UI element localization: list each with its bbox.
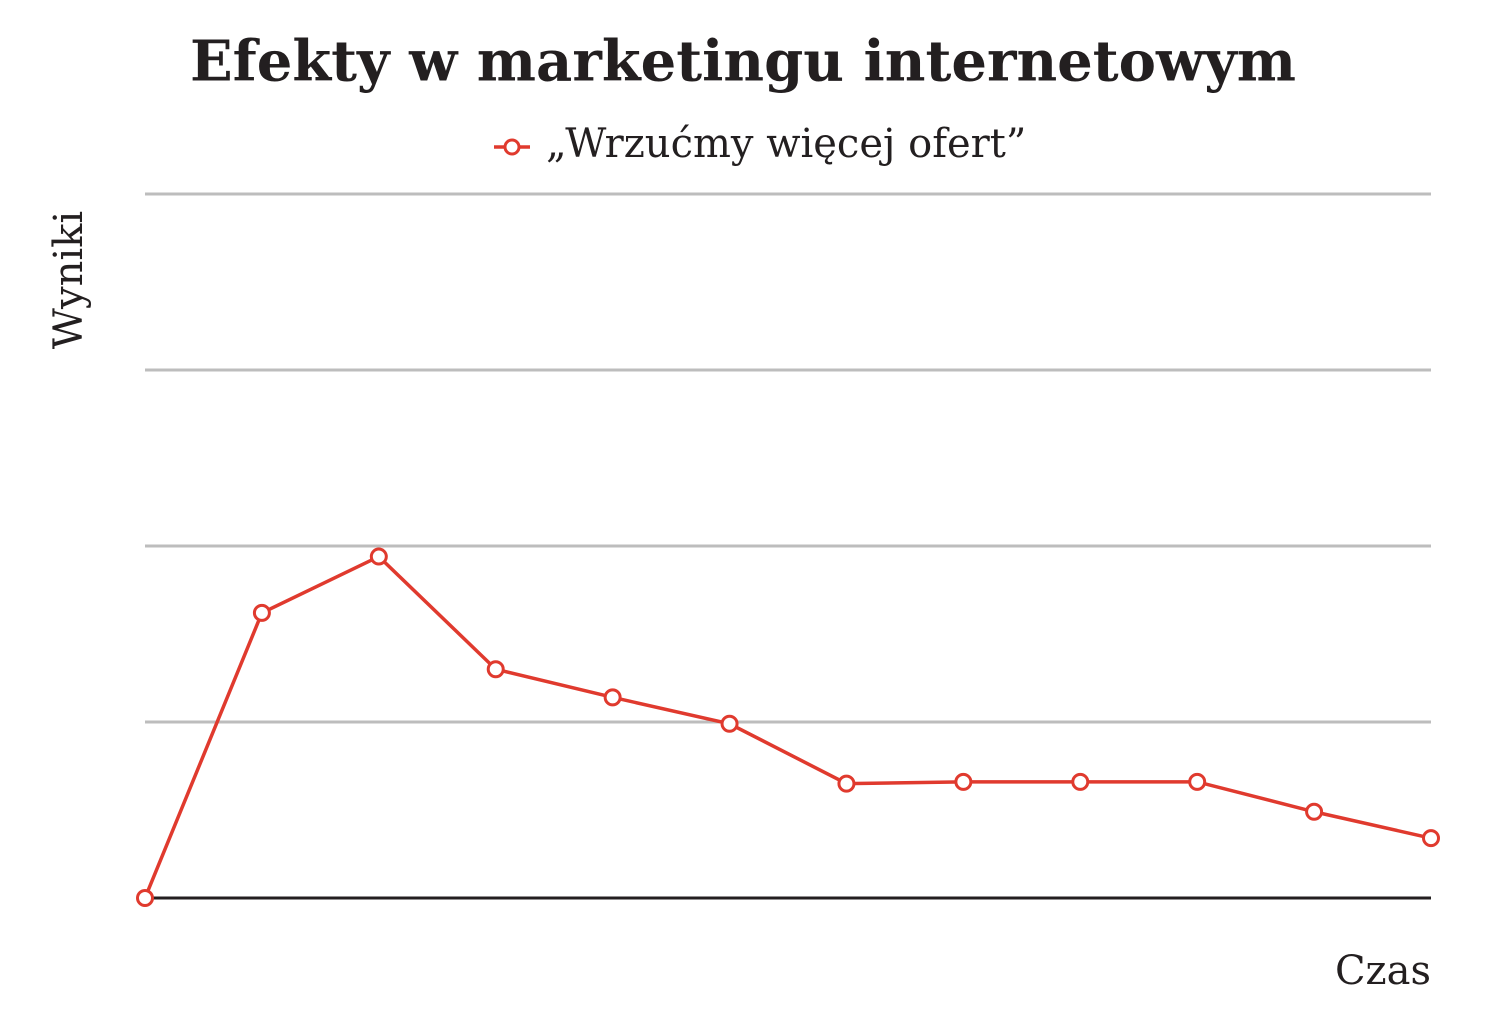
point — [837, 774, 856, 793]
series-line — [143, 554, 1432, 899]
legend-label: „Wrzućmy więcej ofert” — [546, 121, 1026, 167]
point — [954, 772, 973, 791]
x-axis-label: Czas — [1335, 948, 1431, 994]
point — [1071, 772, 1090, 791]
point — [720, 714, 739, 733]
point — [1188, 772, 1207, 791]
y-axis-label: Wyniki — [46, 211, 92, 349]
chart-title: Efekty w marketingu internetowym — [190, 29, 1296, 95]
point — [486, 660, 505, 679]
point — [369, 547, 388, 566]
point — [136, 889, 154, 907]
point — [1422, 829, 1440, 848]
point — [603, 688, 622, 707]
point — [1305, 802, 1324, 821]
legend-marker — [503, 138, 521, 156]
point — [252, 603, 271, 622]
